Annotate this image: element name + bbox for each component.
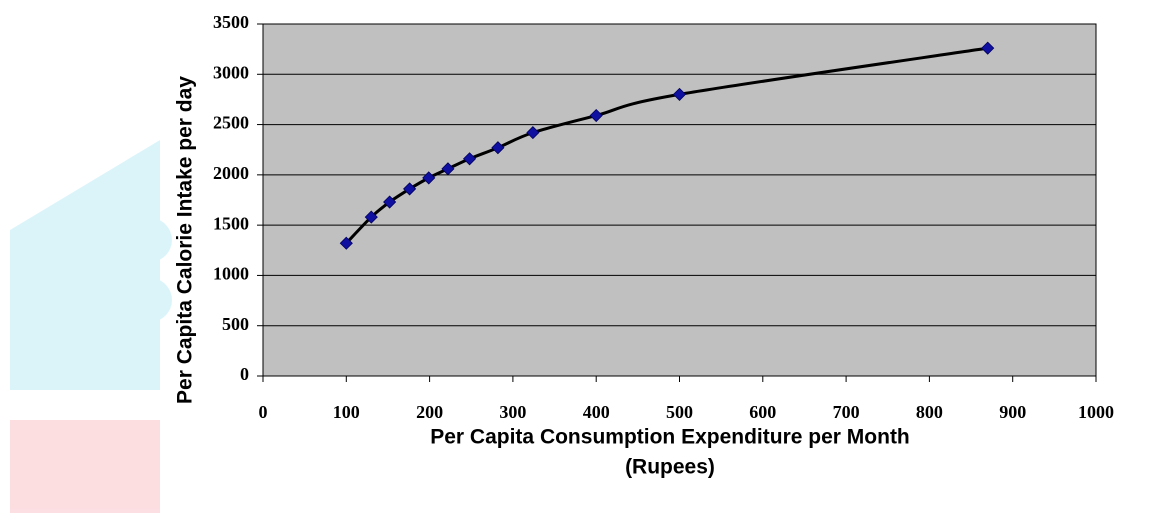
plot-area bbox=[262, 23, 1097, 377]
y-axis-title: Per Capita Calorie Intake per day bbox=[174, 76, 197, 404]
data-point bbox=[491, 141, 505, 155]
x-tick-label: 1000 bbox=[1078, 402, 1114, 422]
y-tick-label: 2000 bbox=[213, 163, 249, 183]
data-point bbox=[422, 171, 436, 185]
data-point bbox=[981, 41, 995, 55]
data-point bbox=[589, 108, 603, 123]
y-tick-label: 3000 bbox=[213, 62, 249, 82]
y-tick-label: 500 bbox=[222, 314, 249, 334]
data-point bbox=[672, 87, 687, 101]
x-axis-title: Per Capita Consumption Expenditure per M… bbox=[430, 426, 910, 449]
y-tick-label: 3500 bbox=[213, 12, 249, 32]
x-tick-label: 900 bbox=[999, 402, 1026, 422]
y-tick-label: 0 bbox=[240, 364, 249, 384]
y-tick-label: 1000 bbox=[213, 264, 249, 284]
data-point bbox=[526, 126, 540, 140]
data-point bbox=[364, 210, 378, 224]
x-tick-label: 300 bbox=[499, 402, 526, 422]
x-tick-label: 800 bbox=[916, 402, 943, 422]
x-tick-label: 400 bbox=[583, 402, 610, 422]
x-axis-title: (Rupees) bbox=[625, 456, 715, 479]
x-tick-label: 200 bbox=[416, 402, 443, 422]
x-tick-label: 100 bbox=[333, 402, 360, 422]
x-tick-label: 600 bbox=[749, 402, 776, 422]
watermark bbox=[10, 140, 172, 513]
x-tick-label: 500 bbox=[666, 402, 693, 422]
y-tick-label: 1500 bbox=[213, 213, 249, 233]
x-tick-label: 700 bbox=[833, 402, 860, 422]
y-tick-label: 2500 bbox=[213, 113, 249, 133]
data-point bbox=[383, 195, 397, 209]
data-point bbox=[463, 152, 477, 166]
x-tick-label: 0 bbox=[259, 402, 268, 422]
data-point bbox=[339, 236, 353, 250]
data-point bbox=[441, 162, 455, 176]
data-point bbox=[403, 182, 417, 196]
